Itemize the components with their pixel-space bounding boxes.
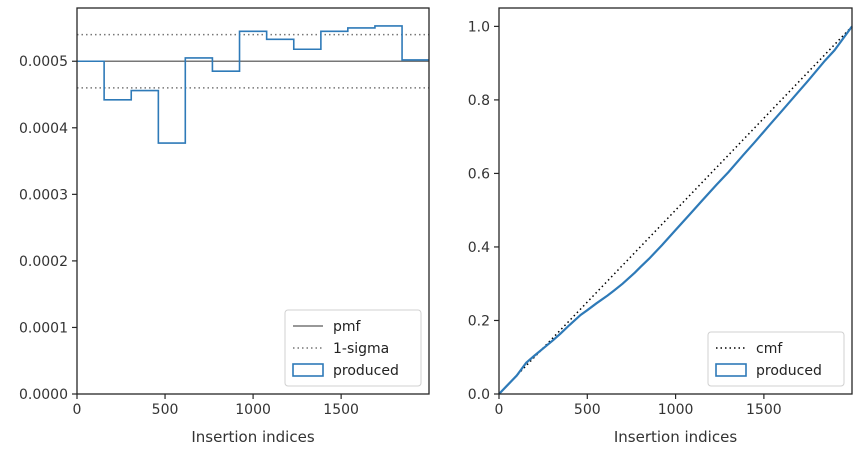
legend-box — [707, 331, 845, 387]
x-tick-label: 1000 — [235, 402, 271, 418]
x-tick-label: 1500 — [746, 402, 782, 418]
right-panel-cmf: 0 500 1000 1500 0.0 0.2 0.4 0.6 0.8 1.0 Insertion … — [468, 7, 853, 446]
y-tick-label: 0.6 — [468, 166, 490, 182]
x-tick-label: 500 — [574, 402, 601, 418]
y-tick-label: 0.0003 — [19, 187, 68, 203]
y-tick-label: 0.2 — [468, 313, 490, 329]
legend: cmf produced — [707, 331, 845, 387]
legend-label-pmf: pmf — [333, 319, 362, 335]
legend-box — [284, 309, 422, 387]
series-step-produced — [77, 25, 429, 144]
legend-label-1-sigma: 1-sigma — [333, 341, 389, 357]
x-tick-label: 0 — [73, 402, 82, 418]
plot-area — [498, 25, 853, 395]
x-tick-label: 1000 — [658, 402, 694, 418]
legend-label-cmf: cmf — [756, 341, 783, 357]
y-tick-label: 0.0001 — [19, 320, 68, 336]
y-tick-label: 0.0005 — [19, 54, 68, 70]
left-panel-pmf: 0 500 1000 1500 0.0000 0.0001 0.0002 0.0003 0.00… — [19, 7, 430, 446]
legend-handle-produced — [292, 363, 324, 377]
y-tick-label: 0.0 — [468, 387, 490, 403]
x-tick-label: 0 — [495, 402, 504, 418]
x-axis-label: Insertion indices — [191, 428, 314, 446]
y-tick-label: 0.8 — [468, 93, 490, 109]
legend-label-produced: produced — [333, 363, 399, 379]
y-tick-label: 0.0002 — [19, 254, 68, 270]
x-tick-label: 1500 — [323, 402, 359, 418]
y-tick-label: 1.0 — [468, 19, 490, 35]
y-tick-label: 0.0000 — [19, 387, 68, 403]
legend: pmf 1-sigma produced — [284, 309, 422, 387]
y-tick-label: 0.0004 — [19, 121, 68, 137]
y-tick-label: 0.4 — [468, 240, 490, 256]
x-axis-label: Insertion indices — [614, 428, 737, 446]
legend-handle-produced — [715, 363, 747, 377]
legend-label-produced: produced — [756, 363, 822, 379]
plot-area — [77, 25, 429, 144]
x-tick-label: 500 — [152, 402, 179, 418]
series-line-produced — [498, 25, 853, 395]
